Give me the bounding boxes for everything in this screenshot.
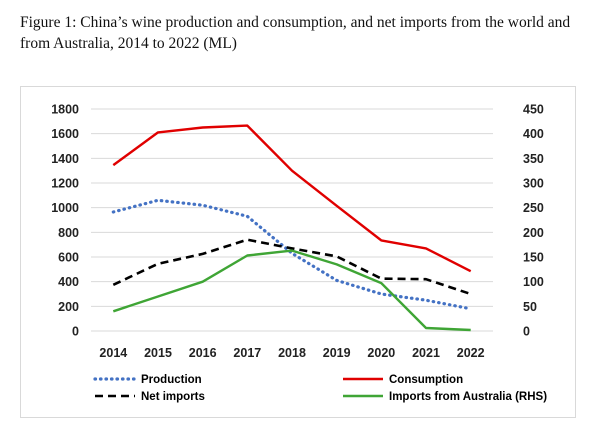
x-tick-label: 2022 xyxy=(457,346,485,360)
y-left-tick-label: 1600 xyxy=(51,127,79,141)
y-left-tick-label: 200 xyxy=(58,300,79,314)
x-tick-label: 2014 xyxy=(99,346,127,360)
x-tick-label: 2017 xyxy=(233,346,261,360)
x-tick-label: 2015 xyxy=(144,346,172,360)
y-left-tick-label: 1400 xyxy=(51,152,79,166)
y-right-tick-label: 200 xyxy=(523,226,544,240)
y-right-tick-label: 400 xyxy=(523,127,544,141)
y-left-tick-label: 1200 xyxy=(51,177,79,191)
x-tick-label: 2021 xyxy=(412,346,440,360)
y-left-tick-label: 400 xyxy=(58,275,79,289)
series-lines xyxy=(113,126,470,330)
legend-label: Production xyxy=(141,374,202,386)
legend-label: Consumption xyxy=(389,374,463,386)
y-right-tick-label: 250 xyxy=(523,201,544,215)
y-right-tick-label: 350 xyxy=(523,152,544,166)
y-right-tick-label: 300 xyxy=(523,177,544,191)
legend: Production Consumption Net imports Imports … xyxy=(95,374,547,403)
y-left-tick-label: 1000 xyxy=(51,201,79,215)
legend-label: Imports from Australia (RHS) xyxy=(389,391,547,403)
x-tick-label: 2016 xyxy=(189,346,217,360)
x-tick-label: 2020 xyxy=(367,346,395,360)
y-right-tick-label: 150 xyxy=(523,251,544,265)
right-axis-ticks: 0 50 100 150 200 250 300 350 400 450 xyxy=(523,103,544,339)
x-tick-label: 2019 xyxy=(323,346,351,360)
chart-frame: 0 200 400 600 800 1000 1200 1400 1600 1800 0 50 100… xyxy=(20,86,576,418)
left-axis-ticks: 0 200 400 600 800 1000 1200 1400 1600 1800 xyxy=(51,103,79,339)
y-left-tick-label: 0 xyxy=(72,325,79,339)
x-axis-ticks: 2014 2015 2016 2017 2018 2019 2020 2021 2022 xyxy=(99,346,484,360)
y-right-tick-label: 100 xyxy=(523,275,544,289)
y-left-tick-label: 1800 xyxy=(51,103,79,117)
figure-caption: Figure 1: China’s wine production and co… xyxy=(20,12,580,54)
y-right-tick-label: 50 xyxy=(523,300,537,314)
line-chart: 0 200 400 600 800 1000 1200 1400 1600 1800 0 50 100… xyxy=(21,87,577,419)
legend-label: Net imports xyxy=(141,391,205,403)
x-tick-label: 2018 xyxy=(278,346,306,360)
y-left-tick-label: 600 xyxy=(58,251,79,265)
y-right-tick-label: 0 xyxy=(523,325,530,339)
y-left-tick-label: 800 xyxy=(58,226,79,240)
y-right-tick-label: 450 xyxy=(523,103,544,117)
